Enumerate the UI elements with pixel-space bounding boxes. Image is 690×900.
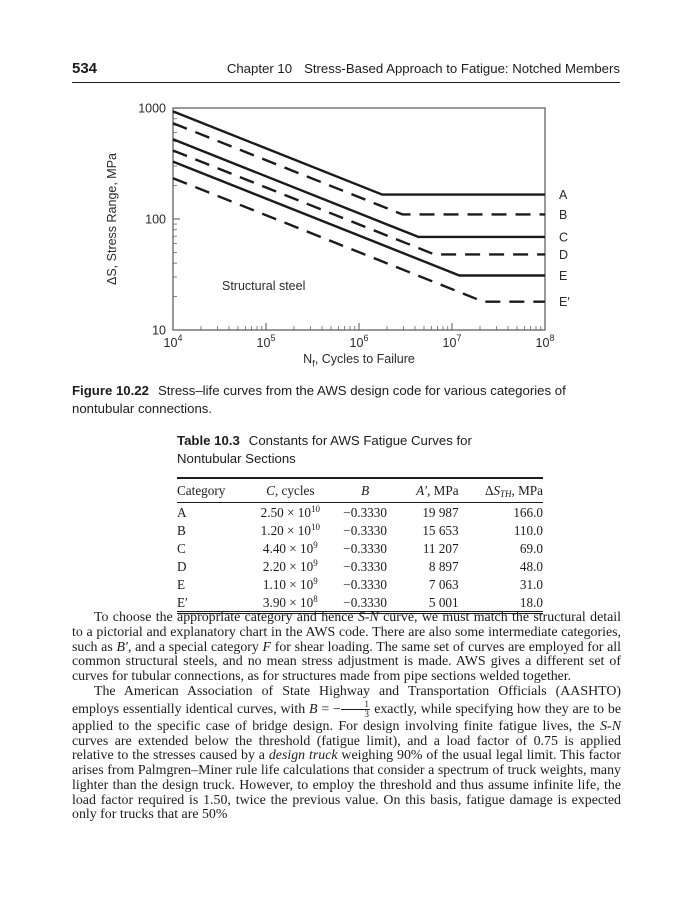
table-label: Table 10.3	[177, 433, 240, 448]
table-title-text: Constants for AWS Fatigue Curves for Non…	[177, 433, 472, 466]
series-D-line	[172, 149, 545, 256]
plot-border	[172, 107, 546, 331]
x-tick-label: 107	[443, 333, 462, 350]
chapter-title: Stress-Based Approach to Fatigue: Notche…	[304, 61, 620, 76]
x-tick-label: 106	[350, 333, 369, 350]
cell-category: A	[177, 504, 187, 520]
cell-b: −0.3330	[343, 558, 387, 574]
table-title: Table 10.3 Constants for AWS Fatigue Curv…	[177, 432, 513, 468]
x-axis-label: Nf, Cycles to Failure	[303, 352, 415, 370]
figure-caption-text: Stress–life curves from the AWS design c…	[72, 383, 566, 416]
x-tick-label: 105	[257, 333, 276, 350]
column-header: C, cycles	[247, 478, 334, 503]
cell-b: −0.3330	[343, 504, 387, 520]
column-header: ΔSTH, MPa	[458, 478, 543, 503]
figure-caption: Figure 10.22 Stress–life curves from the …	[72, 382, 620, 418]
cell-a-prime: 15 653	[422, 522, 459, 538]
series-label-B: B	[559, 208, 567, 222]
table-10-3: Table 10.3 Constants for AWS Fatigue Curv…	[177, 432, 543, 614]
cell-a-prime: 8 897	[428, 558, 459, 574]
cell-c-cycles: 4.40 × 109	[262, 539, 318, 556]
column-header: Category	[177, 478, 248, 503]
fatigue-constants-table: Category C, cycles B A′, MPa ΔSTH, MPa A 2.50…	[177, 477, 543, 614]
series-E-line	[172, 160, 545, 277]
column-header: B	[333, 478, 397, 503]
cell-threshold: 110.0	[513, 522, 543, 538]
annotation-structural-steel: Structural steel	[222, 279, 305, 293]
table-row: E′ 3.90 × 108 −0.3330 5 001 18.0	[177, 593, 543, 613]
cell-category: E′	[177, 594, 188, 610]
series-C-line	[172, 138, 545, 239]
cell-threshold: 31.0	[519, 576, 543, 592]
series-label-A: A	[559, 188, 568, 202]
series-label-D: D	[559, 248, 568, 262]
cell-c-cycles: 1.10 × 109	[262, 575, 318, 592]
x-tick-label: 104	[164, 333, 183, 350]
cell-c-cycles: 2.20 × 109	[262, 557, 318, 574]
table-row: C 4.40 × 109 −0.3330 11 207 69.0	[177, 539, 543, 557]
body-text: To choose the appropriate category and h…	[72, 610, 621, 823]
cell-threshold: 69.0	[519, 540, 543, 556]
y-tick-label: 100	[145, 213, 166, 227]
cell-category: C	[177, 540, 186, 556]
x-tick-label: 108	[536, 333, 555, 350]
cell-a-prime: 7 063	[428, 576, 459, 592]
series-label-E′: E′	[559, 295, 570, 309]
cell-threshold: 48.0	[519, 558, 543, 574]
body-paragraph: The American Association of State Highwa…	[72, 683, 621, 823]
cell-b: −0.3330	[343, 594, 387, 610]
cell-b: −0.3330	[343, 522, 387, 538]
table-header: Category C, cycles B A′, MPa ΔSTH, MPa	[177, 478, 543, 503]
cell-a-prime: 11 207	[422, 540, 459, 556]
cell-category: D	[177, 558, 187, 574]
page-number: 534	[72, 60, 98, 77]
body-paragraph: To choose the appropriate category and h…	[72, 610, 621, 684]
series-label-E: E	[559, 269, 567, 283]
figure-label: Figure 10.22	[72, 383, 149, 398]
y-tick-label: 10	[152, 324, 166, 338]
cell-category: E	[177, 576, 186, 592]
cell-c-cycles: 2.50 × 1010	[260, 503, 320, 520]
chapter-label: Chapter 10	[226, 61, 293, 76]
table-row: B 1.20 × 1010 −0.3330 15 653 110.0	[177, 521, 543, 539]
table-row: A 2.50 × 1010 −0.3330 19 987 166.0	[177, 503, 543, 522]
cell-c-cycles: 3.90 × 108	[262, 593, 318, 610]
cell-category: B	[177, 522, 186, 538]
cell-b: −0.3330	[343, 576, 387, 592]
sn-chart-figure: 104 105 106 107 108 10 100 1000 A B C D E E′ Structura…	[82, 94, 630, 376]
cell-c-cycles: 1.20 × 1010	[260, 521, 320, 538]
cell-threshold: 166.0	[513, 504, 543, 520]
series-label-C: C	[559, 230, 568, 244]
series-A-line	[172, 110, 545, 196]
table-row: E 1.10 × 109 −0.3330 7 063 31.0	[177, 575, 543, 593]
running-head-title: Chapter 10 Stress-Based Approach to Fatig…	[227, 61, 620, 76]
cell-a-prime: 5 001	[428, 594, 459, 610]
y-axis-label: ΔS, Stress Range, MPa	[105, 153, 119, 285]
cell-a-prime: 19 987	[422, 504, 459, 520]
page-header: 534 Chapter 10 Stress-Based Approach to F…	[72, 60, 620, 83]
cell-b: −0.3330	[343, 540, 387, 556]
series-B-line	[172, 122, 545, 216]
cell-threshold: 18.0	[519, 594, 543, 610]
table-row: D 2.20 × 109 −0.3330 8 897 48.0	[177, 557, 543, 575]
y-tick-label: 1000	[138, 102, 166, 116]
column-header: A′, MPa	[396, 478, 459, 503]
